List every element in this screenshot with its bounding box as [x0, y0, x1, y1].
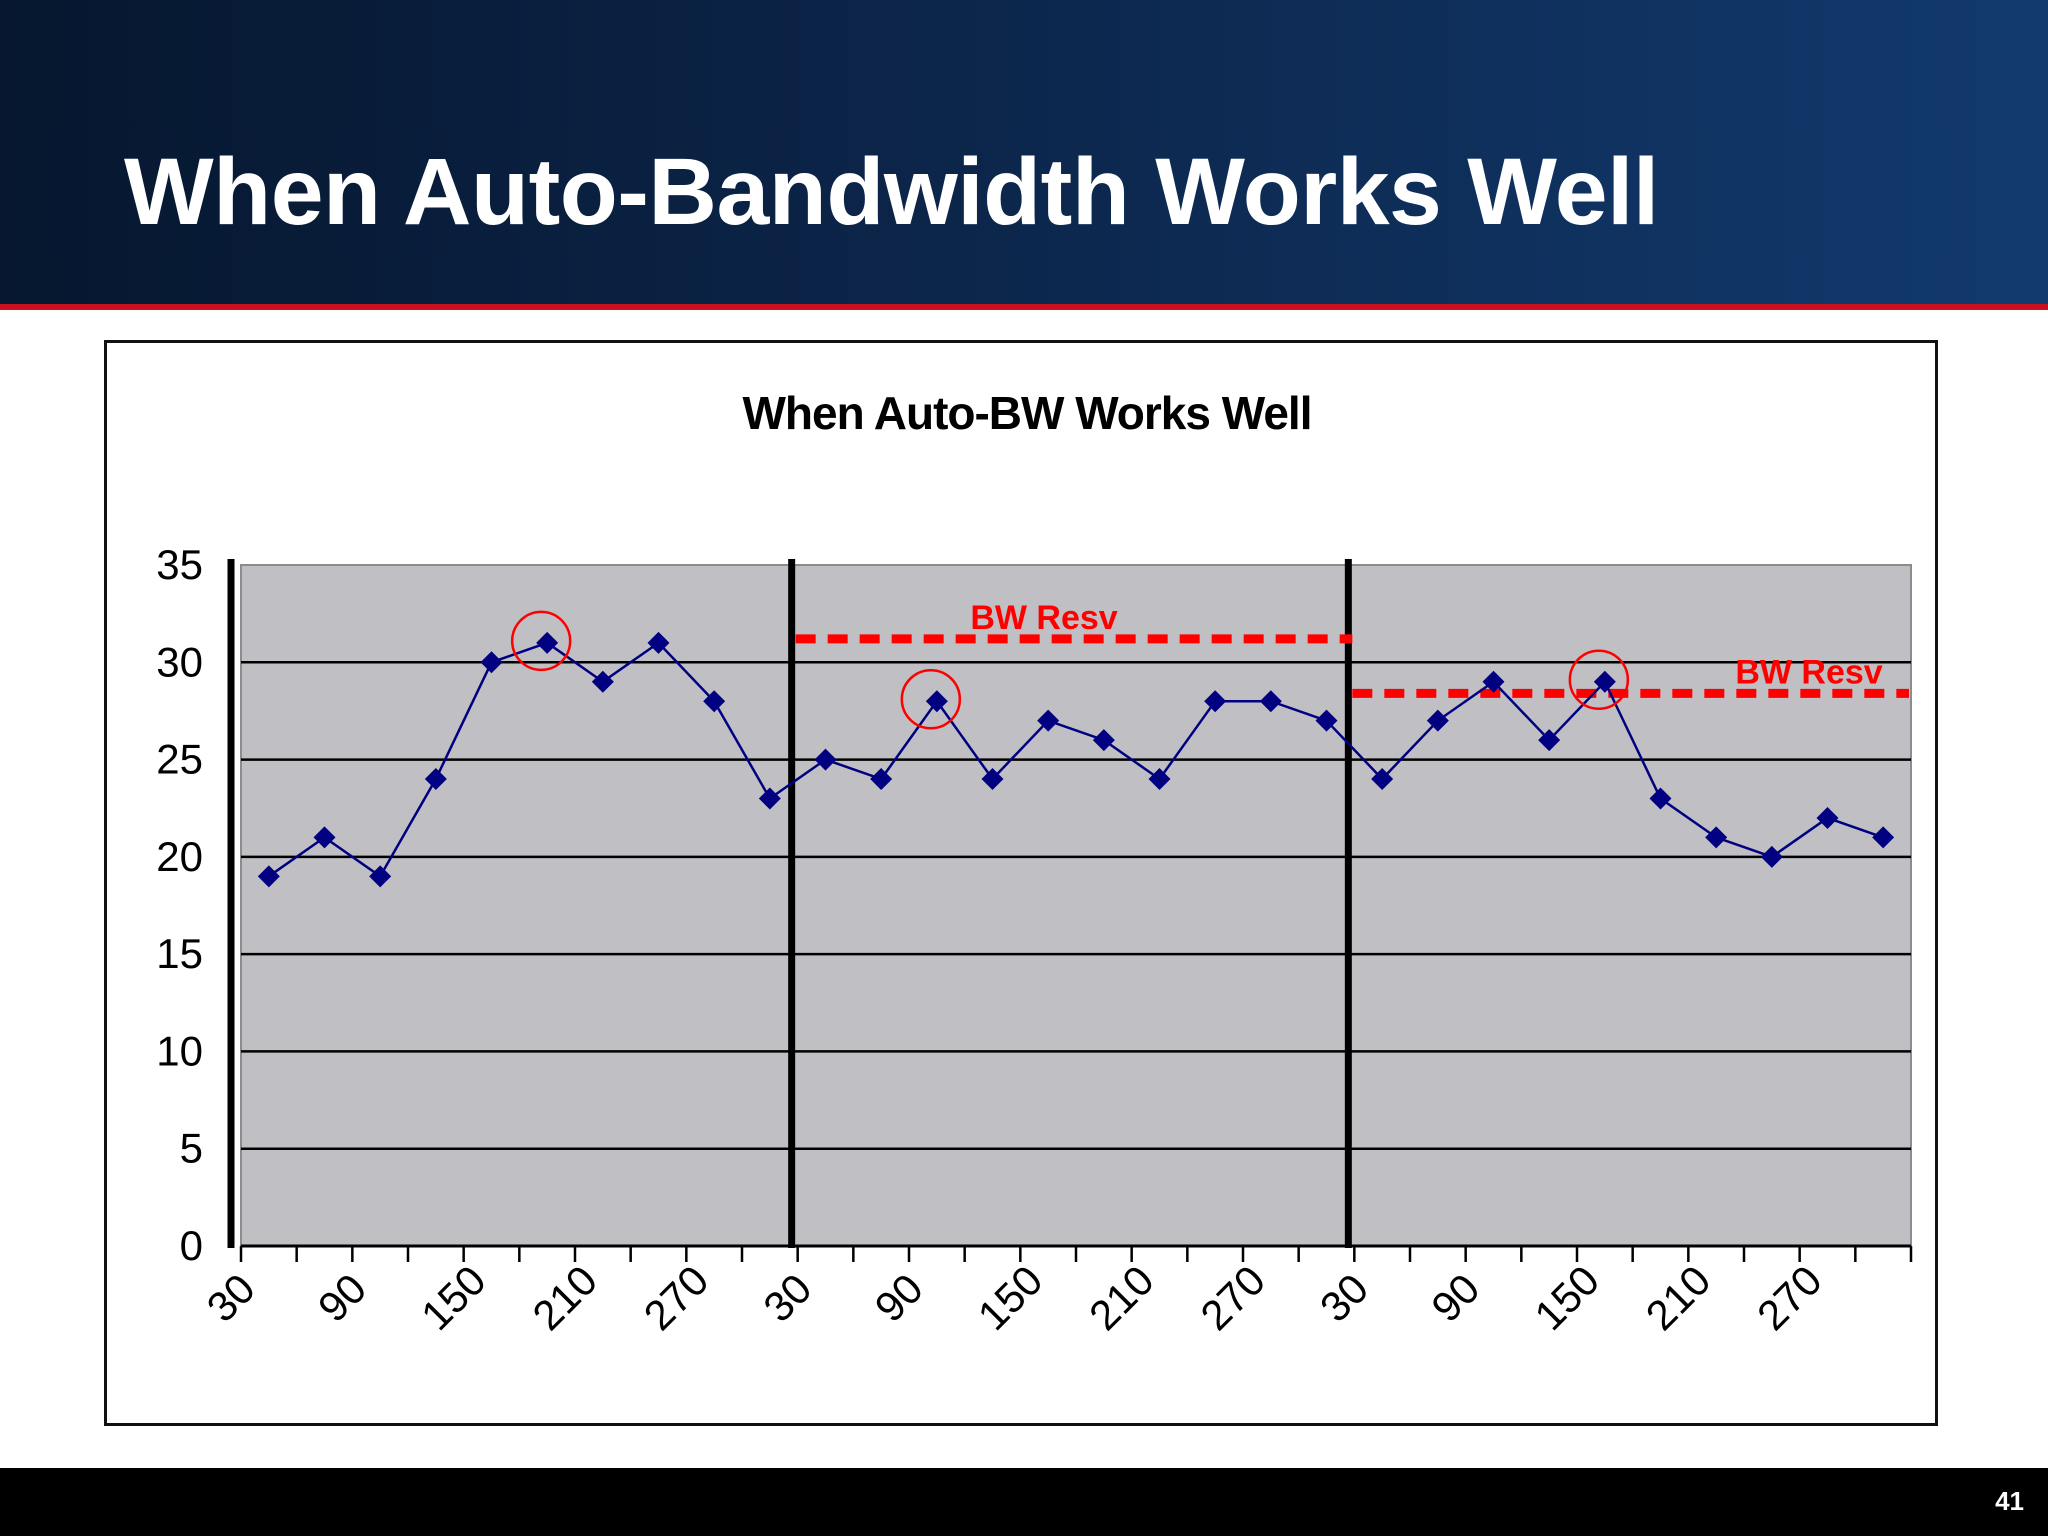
slide-header: [0, 0, 2048, 306]
data-point: [1259, 690, 1282, 713]
data-point: [1816, 806, 1839, 829]
data-point: [369, 865, 392, 888]
page-number: 41: [1995, 1486, 2024, 1516]
data-point: [1092, 729, 1115, 752]
data-point: [1482, 670, 1505, 693]
data-point: [925, 690, 948, 713]
y-tick-label: 0: [180, 1222, 203, 1269]
bw-resv-label: BW Resv: [1735, 653, 1882, 691]
y-tick-label: 15: [156, 930, 203, 977]
x-tick-label: 150: [1525, 1256, 1608, 1339]
data-point: [1204, 690, 1227, 713]
data-point: [1037, 709, 1060, 732]
x-tick-label: 30: [754, 1265, 820, 1331]
plot-area: [240, 564, 1912, 1247]
data-point: [1705, 826, 1728, 849]
slide-title: When Auto-Bandwidth Works Well: [124, 139, 1659, 245]
data-point: [703, 690, 726, 713]
y-tick-label: 35: [156, 541, 203, 588]
x-tick-label: 210: [1637, 1256, 1720, 1339]
bw-resv-label: BW Resv: [970, 599, 1117, 637]
data-point: [1148, 768, 1171, 791]
data-point: [1315, 709, 1338, 732]
y-tick-label: 25: [156, 736, 203, 783]
x-tick-label: 210: [523, 1256, 606, 1339]
data-point: [870, 768, 893, 791]
data-point: [1872, 826, 1895, 849]
data-point: [1593, 670, 1616, 693]
highlight-circle: [900, 668, 962, 730]
data-point: [480, 651, 503, 674]
data-point: [1371, 768, 1394, 791]
y-tick-label: 5: [180, 1125, 203, 1172]
series-line: [268, 641, 1884, 879]
x-tick-label: 90: [1422, 1265, 1488, 1331]
data-point: [758, 787, 781, 810]
x-tick-label: 150: [969, 1256, 1052, 1339]
slide-footer: 41: [0, 1468, 2048, 1536]
header-divider: [0, 304, 2048, 310]
data-point: [313, 826, 336, 849]
x-tick-label: 270: [1191, 1256, 1274, 1339]
x-tick-label: 90: [309, 1265, 375, 1331]
chart-frame: 0 5 10 15 20 25 30 35 30 90 150 210 270 30 90 150 210 270…: [104, 340, 1938, 1426]
x-tick-label: 150: [412, 1256, 495, 1339]
data-point: [424, 768, 447, 791]
data-point: [536, 631, 559, 654]
y-tick-label: 20: [156, 833, 203, 880]
x-tick-label: 270: [635, 1256, 718, 1339]
x-tick-label: 30: [198, 1265, 264, 1331]
data-point: [814, 748, 837, 771]
data-point: [1426, 709, 1449, 732]
y-tick-label: 10: [156, 1027, 203, 1074]
data-point: [257, 865, 280, 888]
chart-title: When Auto-BW Works Well: [742, 387, 1311, 439]
line-chart: 0 5 10 15 20 25 30 35 30 90 150 210 270 30 90 150 210 270…: [156, 387, 1913, 1339]
x-tick-label: 270: [1748, 1256, 1831, 1339]
x-tick-label: 30: [1311, 1265, 1377, 1331]
data-point: [1649, 787, 1672, 810]
highlight-circle: [510, 610, 572, 672]
data-point: [1760, 845, 1783, 868]
x-tick-label: 90: [866, 1265, 932, 1331]
x-tick-label: 210: [1080, 1256, 1163, 1339]
data-point: [591, 670, 614, 693]
data-point: [647, 631, 670, 654]
y-tick-label: 30: [156, 638, 203, 685]
data-point: [981, 768, 1004, 791]
highlight-circle: [1568, 649, 1630, 710]
data-point: [1538, 729, 1561, 752]
